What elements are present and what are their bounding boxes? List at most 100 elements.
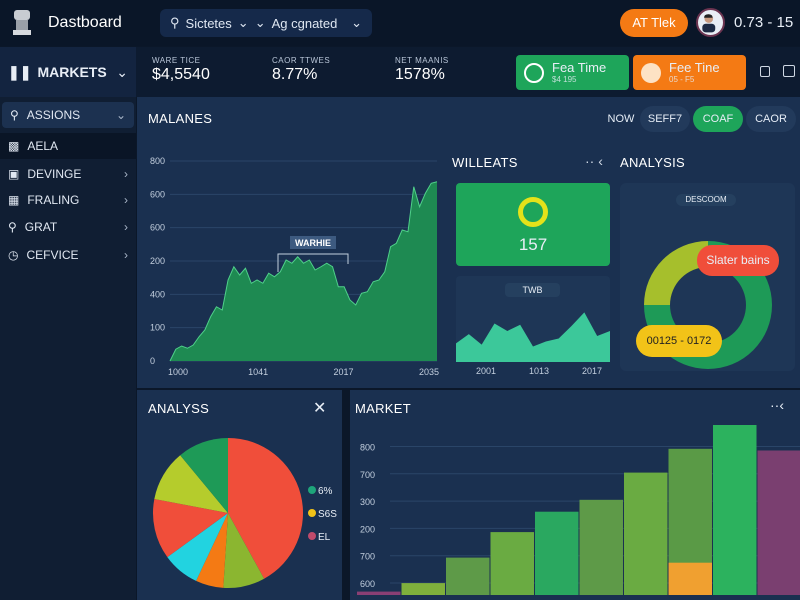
y-tick-label: 200: [150, 256, 165, 266]
tab-coaf[interactable]: COAF: [693, 106, 743, 132]
pie-slice: [154, 455, 228, 513]
twb-label: TWB: [505, 283, 560, 297]
action-button[interactable]: AT Tlek: [620, 9, 688, 37]
chevron-right-icon: ›: [124, 248, 128, 262]
x-tick-label: 2017: [334, 367, 354, 377]
tab-caor[interactable]: CAOR: [746, 106, 796, 132]
pie-slice: [196, 513, 228, 588]
sidebar-item-devinge[interactable]: ▣ DEVINGE ›: [0, 161, 136, 187]
tab-seff7[interactable]: SEFF7: [640, 106, 690, 132]
tab-now[interactable]: NOW: [607, 113, 635, 125]
kpi-card: 157: [456, 183, 610, 266]
bar: [713, 425, 757, 595]
chevron-right-icon: ›: [124, 220, 128, 234]
bar: [446, 557, 490, 595]
x-tick-label: 2001: [476, 366, 496, 376]
search-input[interactable]: Sictetes: [185, 15, 232, 31]
filter-select[interactable]: Ag cgnated: [271, 15, 338, 31]
chevron-down-icon[interactable]: ⌄: [116, 63, 128, 80]
bar-chart-icon: ▦: [8, 193, 20, 207]
spark-fill: [456, 312, 610, 362]
sidebar-item-aela[interactable]: ▩ AELA: [0, 133, 136, 159]
sidebar-header[interactable]: ❚❚ MARKETS ⌄: [0, 47, 136, 97]
sidebar-item-label: CEFVICE: [26, 248, 79, 262]
analyss-title: ANALYSS: [148, 401, 210, 416]
pie-slice: [228, 438, 303, 579]
x-tick-label: 2017: [582, 366, 602, 376]
bar: [535, 511, 579, 595]
sidebar-item-grat[interactable]: ⚲ GRAT ›: [0, 214, 136, 240]
bar: [357, 591, 401, 595]
twb-sparkline: 2001 1013 2017: [456, 312, 610, 376]
y-tick-label: 800: [360, 443, 375, 453]
annotation-label: WARHIE: [295, 238, 331, 248]
button-sub: 05 - F5: [669, 75, 695, 84]
y-tick-label: 600: [360, 579, 375, 589]
search-icon: ⚲: [10, 108, 19, 122]
analysis-title: ANALYSIS: [620, 155, 686, 170]
clipboard-icon[interactable]: [760, 66, 770, 77]
legend-label: EL: [318, 532, 331, 543]
sidebar-item-fraling[interactable]: ▦ FRALING ›: [0, 187, 136, 213]
x-tick-label: 1013: [529, 366, 549, 376]
sidebar-item-label: ASSIONS: [26, 108, 81, 122]
stat-label: WARE TICE: [152, 56, 201, 65]
chevron-right-icon: ›: [124, 193, 128, 207]
fee-tine-button[interactable]: Fee Tine 05 - F5: [633, 55, 746, 90]
area-chart: 0 100 400 200 600 600 800 1000 1041 2017 2035 WARHI…: [150, 156, 439, 377]
folder-icon: ▩: [8, 139, 20, 153]
document-icon: ▣: [8, 167, 20, 181]
sidebar-item-assions[interactable]: ⚲ ASSIONS ⌄: [2, 102, 134, 128]
back-icon[interactable]: ··‹: [770, 397, 784, 413]
bar: [490, 532, 534, 595]
bar: [401, 583, 445, 595]
x-tick-label: 2035: [419, 367, 439, 377]
chevron-down-icon[interactable]: ⌄: [254, 15, 266, 30]
legend-label: 6%: [318, 486, 333, 497]
sidebar-item-label: FRALING: [27, 193, 80, 207]
y-tick-label: 100: [150, 323, 165, 333]
search-bar[interactable]: ⚲ Sictetes ⌄ ⌄ Ag cgnated ⌄: [160, 9, 372, 37]
stat-net: NET MAANIS 1578%: [395, 56, 449, 84]
stat-value: 8.77%: [272, 66, 318, 83]
fea-time-button[interactable]: Fea Time $4 195: [516, 55, 629, 90]
market-title: MARKET: [355, 401, 411, 416]
plant-icon: [524, 62, 544, 83]
legend-label: S6S: [318, 509, 337, 520]
legend-swatch: [308, 509, 316, 517]
y-tick-label: 800: [150, 156, 165, 166]
close-icon[interactable]: ✕: [313, 400, 327, 417]
callout-yellow: 00125 - 0172: [636, 325, 722, 357]
donut-label: DESCOOM: [676, 194, 736, 206]
sidebar-header-label: MARKETS: [37, 64, 107, 80]
emblem-logo: [13, 10, 31, 35]
back-icon[interactable]: ·· ‹: [585, 153, 603, 169]
bar: [757, 450, 800, 595]
columns-icon: ❚❚: [8, 63, 32, 80]
avatar[interactable]: [696, 8, 725, 37]
callout-red: Slater bains: [697, 245, 779, 276]
y-tick-label: 700: [360, 470, 375, 480]
sidebar-item-cefvice[interactable]: ◷ CEFVICE ›: [0, 242, 136, 268]
annotation-bracket: [277, 253, 349, 272]
gauge-icon: ◷: [8, 248, 19, 262]
pie-slice: [180, 438, 228, 513]
sidebar-item-label: AELA: [27, 139, 59, 153]
annotation-box: [290, 236, 336, 249]
stat-ware-tice: WARE TICE $4,5540: [152, 56, 210, 84]
y-tick-label: 0: [150, 356, 155, 366]
y-tick-label: 300: [360, 497, 375, 507]
chevron-down-icon[interactable]: ⌄: [351, 15, 362, 30]
area-line: [169, 181, 438, 362]
search-icon: ⚲: [170, 15, 180, 30]
stat-label: CAOR TTWES: [272, 56, 331, 65]
chevron-down-icon[interactable]: ⌄: [237, 15, 249, 30]
pie-slice: [153, 498, 228, 558]
calendar-icon[interactable]: [783, 65, 795, 77]
stat-label: NET MAANIS: [395, 56, 449, 65]
bar-chart: 600 700 200 300 700 800: [357, 425, 800, 595]
legend-swatch: [308, 532, 316, 540]
sidebar-item-label: DEVINGE: [27, 167, 82, 181]
clock-readout: 0.73 - 15: [734, 14, 794, 31]
pie-slice: [167, 513, 228, 581]
